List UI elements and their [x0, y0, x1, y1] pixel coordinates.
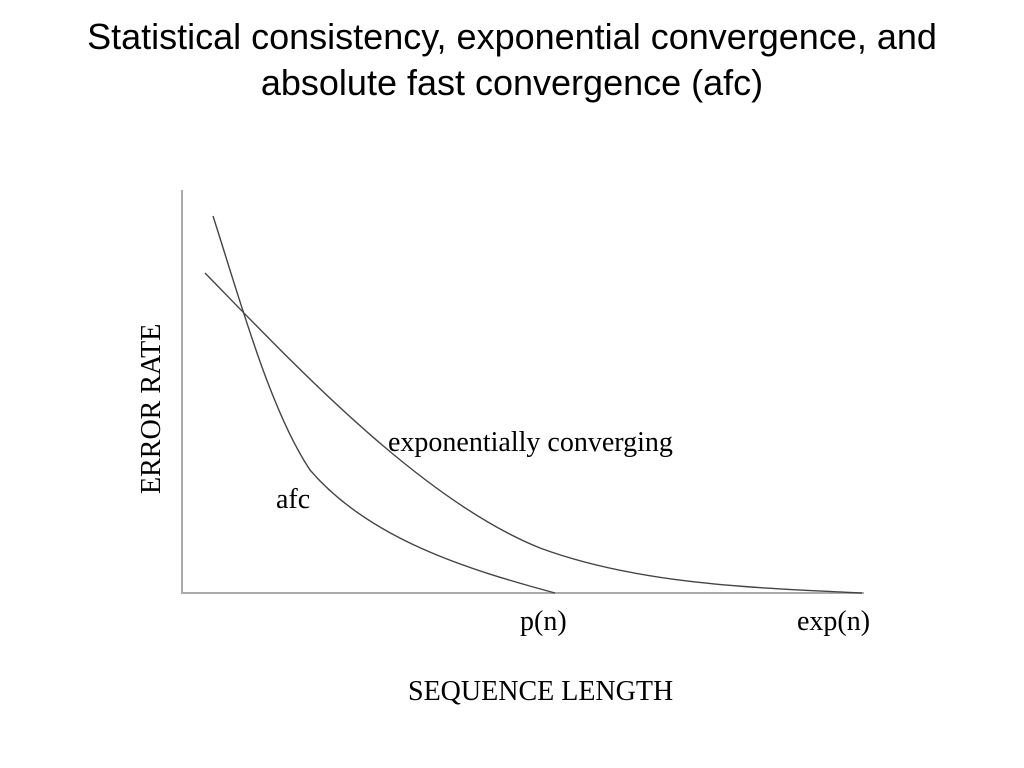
- x-axis-label: SEQUENCE LENGTH: [408, 676, 673, 707]
- exponential-curve-label: exponentially converging: [388, 427, 673, 458]
- x-tick-label-pn: p(n): [520, 606, 567, 637]
- slide-title: Statistical consistency, exponential con…: [20, 14, 1004, 106]
- exponential-curve: [204, 272, 863, 594]
- title-line-1: Statistical consistency, exponential con…: [87, 16, 937, 57]
- afc-curve: [212, 215, 556, 594]
- x-tick-label-expn: exp(n): [797, 606, 870, 637]
- afc-curve-label: afc: [276, 484, 310, 515]
- y-axis-label: ERROR RATE: [136, 324, 167, 494]
- title-line-2: absolute fast convergence (afc): [260, 62, 764, 103]
